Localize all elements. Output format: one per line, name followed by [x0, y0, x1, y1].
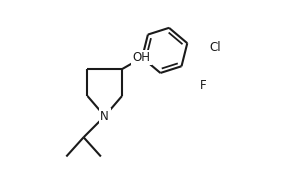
Text: N: N: [100, 110, 109, 123]
Text: OH: OH: [133, 51, 151, 64]
Text: Cl: Cl: [209, 41, 221, 54]
Text: F: F: [199, 79, 206, 92]
